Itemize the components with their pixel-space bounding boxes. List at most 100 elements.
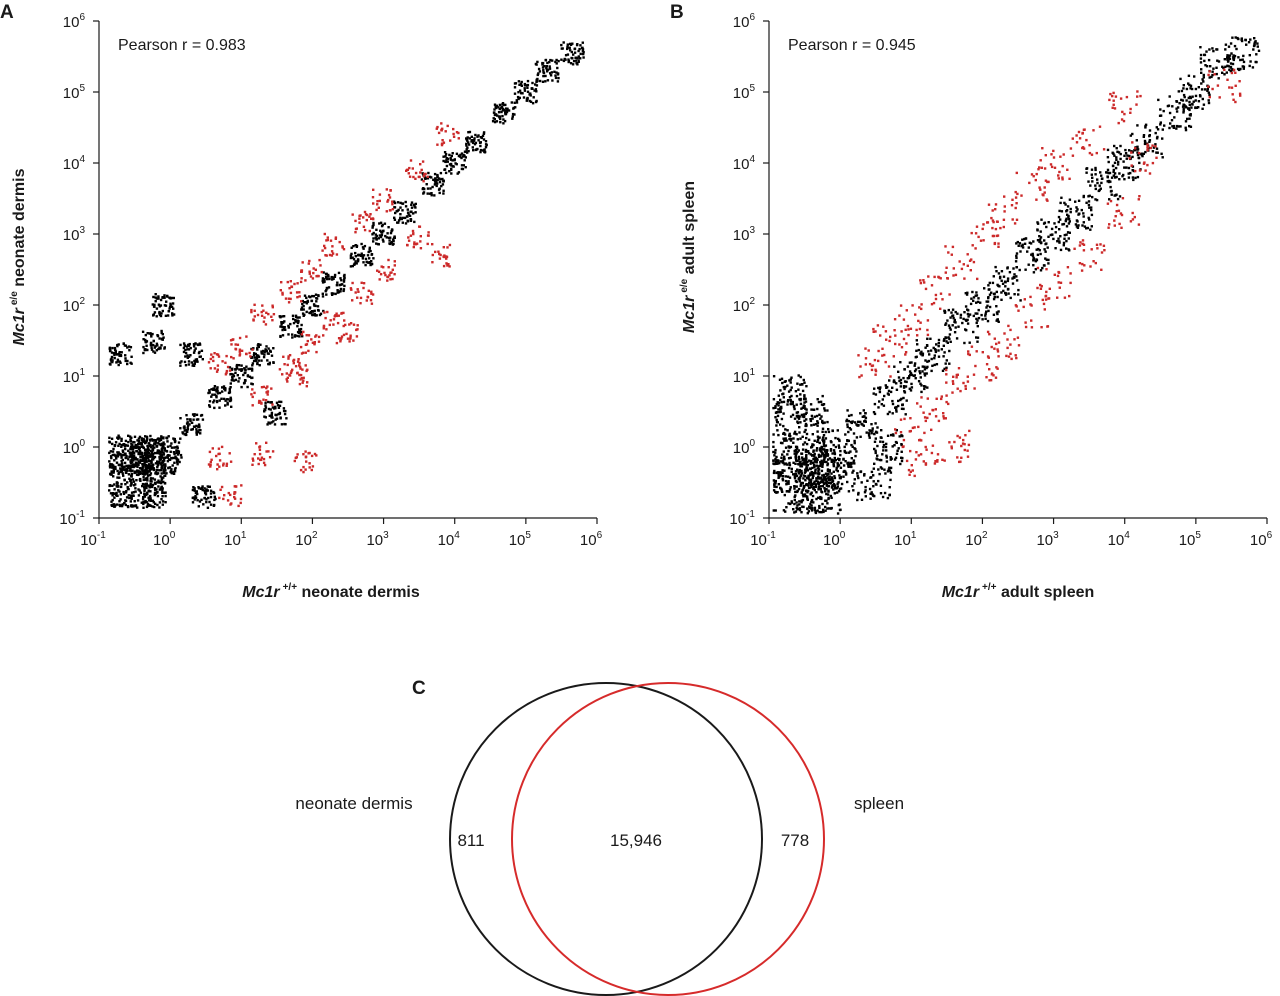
panel-b-point <box>787 466 791 470</box>
panel-b-point <box>1202 103 1206 106</box>
panel-a-point <box>287 357 290 360</box>
panel-b-point <box>991 226 994 230</box>
panel-b-point <box>1182 87 1185 90</box>
panel-b-point <box>807 489 810 493</box>
panel-b-point <box>918 438 922 442</box>
panel-a-point <box>137 446 141 449</box>
panel-b-point <box>945 366 948 369</box>
panel-a-point <box>123 468 127 472</box>
panel-b-point <box>1088 218 1091 221</box>
panel-b-point <box>1110 176 1114 179</box>
panel-a-point <box>407 236 410 239</box>
panel-a-point <box>426 242 429 246</box>
panel-a-point <box>206 489 209 492</box>
panel-a-point <box>541 80 545 83</box>
panel-a-point <box>389 189 392 192</box>
panel-b-point <box>1184 120 1188 123</box>
panel-b-point <box>1096 178 1099 181</box>
panel-b-point <box>1031 252 1034 256</box>
panel-a-point <box>271 306 274 309</box>
panel-a-point <box>551 59 554 62</box>
panel-a-point <box>267 312 270 316</box>
panel-b-point <box>814 484 818 487</box>
panel-b-point <box>817 486 820 489</box>
panel-b-point <box>818 464 821 468</box>
panel-b-point <box>847 414 851 417</box>
panel-a-point <box>240 484 243 487</box>
panel-a-point <box>569 49 572 52</box>
panel-b-point <box>814 510 817 513</box>
panel-a-point <box>138 449 142 453</box>
panel-a-point <box>227 391 231 395</box>
panel-a-point <box>235 363 239 367</box>
panel-b-point <box>917 348 920 352</box>
panel-a-point <box>111 442 114 446</box>
panel-a-y-axis-title: Mc1re/e neonate dermis <box>9 168 28 345</box>
panel-a-point <box>137 463 140 466</box>
panel-a-point <box>463 154 466 157</box>
panel-a-point <box>266 393 269 396</box>
panel-a-point <box>131 461 134 464</box>
panel-a-point <box>193 487 196 490</box>
panel-b-point <box>1065 233 1068 236</box>
panel-a-point <box>326 236 329 239</box>
panel-b-point <box>902 337 906 341</box>
panel-b-point <box>1182 93 1186 97</box>
panel-a-point <box>442 159 445 163</box>
panel-b-point <box>944 362 947 365</box>
panel-b-point <box>1206 88 1209 91</box>
panel-b-point <box>781 477 784 481</box>
panel-b-point <box>919 382 922 385</box>
panel-a-point <box>197 423 201 426</box>
panel-a-point <box>317 294 320 297</box>
panel-b-point <box>1046 246 1049 249</box>
panel-a-point <box>149 494 152 498</box>
panel-a-point <box>260 401 263 405</box>
panel-b-point <box>836 465 839 468</box>
panel-a-point <box>169 470 173 473</box>
panel-b-point <box>981 351 984 354</box>
panel-b-point <box>1090 213 1094 217</box>
panel-a-point <box>311 313 314 317</box>
panel-b-point <box>874 330 877 333</box>
panel-b-point <box>814 423 818 426</box>
panel-a-point <box>142 500 145 503</box>
panel-b-point <box>815 477 818 480</box>
panel-a-point <box>150 445 153 449</box>
panel-b-point <box>976 277 979 281</box>
panel-b-point <box>896 449 899 452</box>
panel-a-point <box>440 184 443 188</box>
panel-a-x-tick-label: 10-1 <box>80 530 106 549</box>
panel-a-point <box>493 103 497 106</box>
panel-b-point <box>1120 118 1124 121</box>
panel-a-point <box>404 200 407 204</box>
panel-a-point <box>146 446 150 450</box>
panel-b-point <box>880 429 883 432</box>
panel-b-point <box>996 367 999 370</box>
panel-b-point <box>798 480 801 483</box>
panel-a-point <box>216 389 219 393</box>
panel-a-point <box>270 413 273 417</box>
panel-b-point <box>1179 77 1182 81</box>
panel-a-point <box>112 470 115 473</box>
panel-a-point <box>136 465 139 468</box>
panel-a-point <box>216 468 219 471</box>
panel-a-point <box>150 462 153 465</box>
panel-b-point <box>831 479 835 482</box>
panel-b-point <box>787 449 790 453</box>
panel-a-point <box>198 342 201 345</box>
panel-a-point <box>257 457 260 460</box>
panel-a-point <box>456 172 459 175</box>
panel-a-point <box>359 254 362 257</box>
panel-a-point <box>433 172 437 176</box>
panel-b-point <box>924 287 928 291</box>
panel-a-point <box>113 356 116 360</box>
panel-a-point <box>141 497 145 501</box>
panel-b-point <box>823 457 826 460</box>
panel-b-point <box>1071 154 1075 157</box>
panel-a-point <box>274 405 277 409</box>
panel-a-point <box>472 139 475 142</box>
panel-a-point <box>162 444 165 447</box>
panel-a-point <box>152 343 155 347</box>
panel-a-point <box>189 419 192 423</box>
